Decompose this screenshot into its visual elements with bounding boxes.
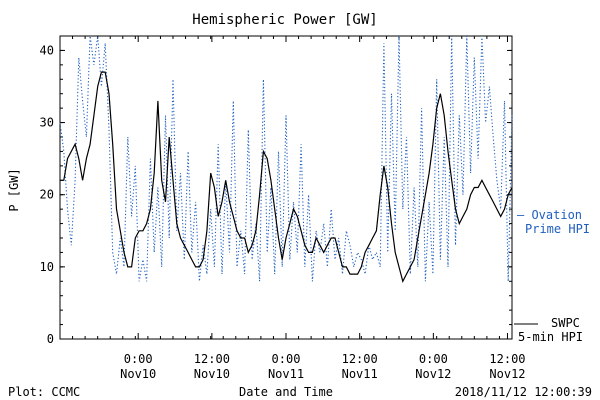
x-tick-label-date: Nov10 bbox=[120, 367, 156, 381]
chart-title: Hemispheric Power [GW] bbox=[192, 12, 377, 28]
plot-source-label: Plot: CCMC bbox=[8, 385, 80, 399]
legend-ovation-label-2: Prime HPI bbox=[525, 222, 590, 236]
x-tick-label-date: Nov12 bbox=[489, 367, 525, 381]
plot-frame bbox=[59, 35, 513, 340]
x-tick-label-time: 0:00 bbox=[419, 352, 448, 366]
series-swpc-line bbox=[60, 71, 513, 283]
y-tick-label: 0 bbox=[47, 332, 54, 346]
series-layer bbox=[59, 35, 513, 283]
x-tick-label-time: 12:00 bbox=[342, 352, 378, 366]
x-tick-label-date: Nov12 bbox=[415, 367, 451, 381]
y-tick-label: 20 bbox=[40, 188, 54, 202]
legend-ovation-label-1: — Ovation bbox=[517, 208, 582, 222]
x-tick-label-date: Nov10 bbox=[194, 367, 230, 381]
x-tick-label-time: 0:00 bbox=[124, 352, 153, 366]
x-tick-label-time: 12:00 bbox=[489, 352, 525, 366]
plot-timestamp: 2018/11/12 12:00:39 bbox=[455, 385, 592, 399]
x-tick-label-date: Nov11 bbox=[342, 367, 378, 381]
x-axis-label: Date and Time bbox=[239, 385, 333, 399]
y-tick-label: 10 bbox=[40, 260, 54, 274]
y-axis-ticks: 0 10 20 30 40 bbox=[40, 35, 512, 346]
y-axis-label: P [GW] bbox=[7, 168, 21, 211]
y-tick-label: 40 bbox=[40, 43, 54, 57]
x-axis-ticks: 0:00Nov1012:00Nov100:00Nov1112:00Nov110:… bbox=[59, 36, 526, 381]
x-tick-label-time: 0:00 bbox=[272, 352, 301, 366]
x-tick-label-date: Nov11 bbox=[268, 367, 304, 381]
legend-swpc-label-1: SWPC bbox=[551, 316, 580, 330]
y-tick-label: 30 bbox=[40, 116, 54, 130]
series-ovation-line bbox=[59, 35, 513, 282]
x-tick-label-time: 12:00 bbox=[194, 352, 230, 366]
legend-swpc-label-2: 5-min HPI bbox=[518, 330, 583, 344]
